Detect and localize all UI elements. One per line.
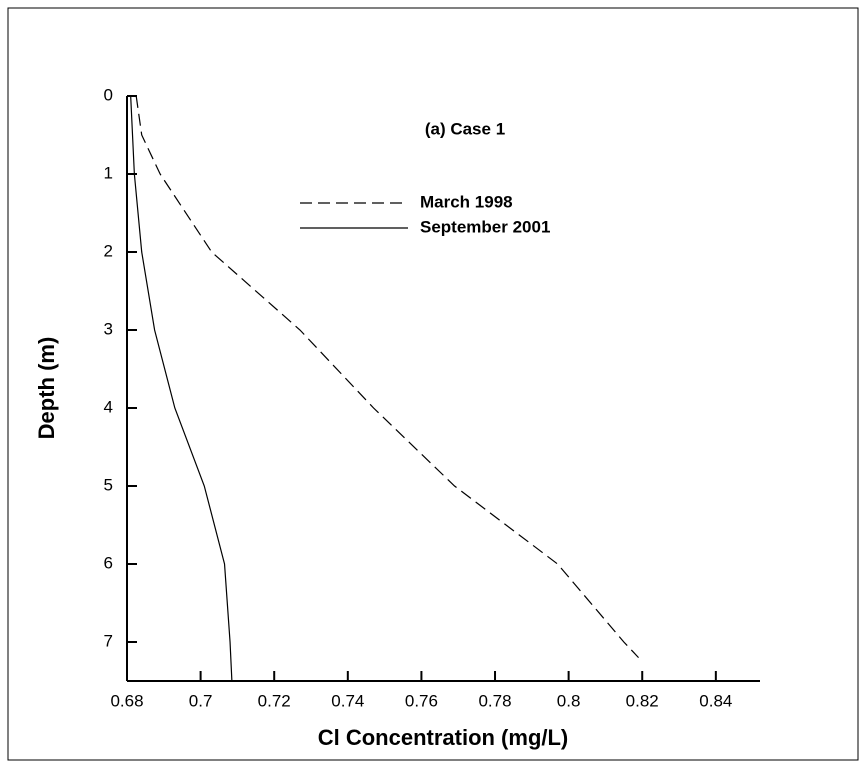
x-tick-label: 0.74 [331, 691, 364, 710]
chart-title: (a) Case 1 [425, 119, 505, 138]
x-tick-label: 0.76 [405, 691, 438, 710]
y-tick-label: 6 [104, 553, 113, 572]
y-axis-label: Depth (m) [34, 337, 59, 440]
x-tick-label: 0.7 [189, 691, 213, 710]
legend-label: September 2001 [420, 217, 550, 236]
x-tick-label: 0.84 [699, 691, 732, 710]
y-tick-label: 2 [104, 241, 113, 260]
x-tick-label: 0.78 [478, 691, 511, 710]
y-tick-label: 3 [104, 319, 113, 338]
y-tick-label: 5 [104, 475, 113, 494]
y-tick-label: 1 [104, 163, 113, 182]
series-line [135, 95, 639, 659]
y-tick-label: 4 [104, 397, 113, 416]
y-tick-label: 0 [104, 85, 113, 104]
frame [7, 7, 859, 761]
y-tick-label: 7 [104, 631, 113, 650]
x-tick-label: 0.68 [110, 691, 143, 710]
series-line [130, 95, 233, 682]
x-tick-label: 0.8 [557, 691, 581, 710]
x-tick-label: 0.72 [258, 691, 291, 710]
x-tick-label: 0.82 [626, 691, 659, 710]
x-axis-label: Cl Concentration (mg/L) [318, 725, 569, 750]
legend-label: March 1998 [420, 192, 513, 211]
